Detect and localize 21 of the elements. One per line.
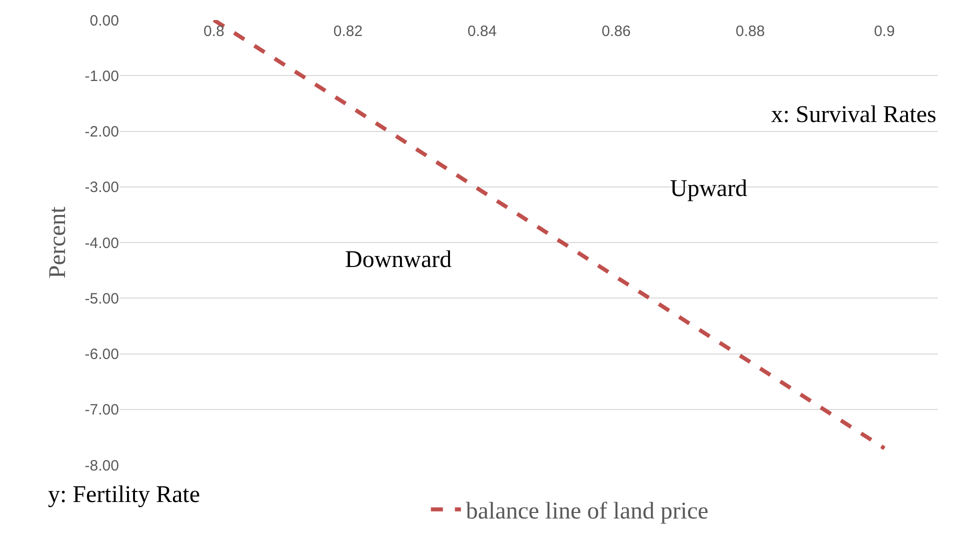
y-tick-label: -6.00 bbox=[84, 346, 119, 363]
y-tick-label: -8.00 bbox=[84, 457, 119, 474]
x-tick-label: 0.88 bbox=[736, 23, 765, 40]
x-tick-label: 0.9 bbox=[874, 23, 895, 40]
y-tick-label: -1.00 bbox=[84, 68, 119, 85]
y-tick-label: -2.00 bbox=[84, 124, 119, 140]
annotation: x: Survival Rates bbox=[771, 102, 936, 128]
annotation: Upward bbox=[670, 176, 748, 202]
legend-label: balance line of land price bbox=[466, 498, 708, 525]
text: y: Fertility Rate bbox=[48, 482, 200, 508]
x-tick-label: 0.82 bbox=[333, 23, 363, 40]
y-tick-label: -4.00 bbox=[84, 234, 119, 252]
x-tick-label: 0.84 bbox=[467, 23, 497, 40]
y-tick-label: -3.00 bbox=[84, 179, 119, 196]
x-tick-label: 0.8 bbox=[203, 23, 224, 40]
x-tick-label: 0.86 bbox=[602, 23, 631, 40]
y-axis-title: Percent bbox=[44, 206, 71, 278]
annotation: Downward bbox=[345, 247, 452, 273]
y-tick-label: 0.00 bbox=[90, 12, 119, 30]
y-tick-label: -7.00 bbox=[84, 402, 119, 419]
y-tick-label: -5.00 bbox=[84, 290, 119, 308]
